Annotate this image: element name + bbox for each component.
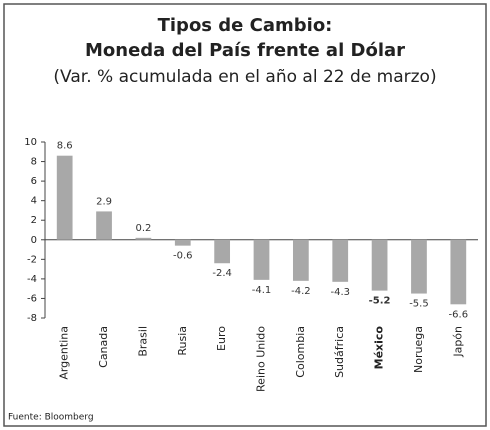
x-tick-label: Reino Unido [255, 326, 268, 392]
y-tick-label: 6 [31, 176, 37, 187]
x-tick-label: Euro [215, 326, 228, 351]
value-label: 8.6 [57, 141, 73, 152]
value-label: -4.3 [330, 287, 350, 298]
bar [332, 239, 349, 282]
x-tick-label: Argentina [58, 326, 71, 380]
y-tick-label: -2 [27, 254, 37, 265]
bar [135, 237, 152, 240]
y-tick-label: 2 [31, 215, 37, 226]
chart-note: (Var. % acumulada en el año al 22 de mar… [53, 67, 436, 87]
bar [450, 239, 467, 305]
y-tick-label: 8 [31, 157, 37, 168]
x-tick-label: Japón [451, 326, 464, 358]
y-tick-label: 10 [24, 137, 37, 148]
bar [371, 239, 388, 291]
value-label: -5.5 [409, 299, 429, 310]
value-label: -5.2 [369, 296, 391, 307]
y-tick-label: -8 [27, 313, 37, 324]
bar [292, 239, 309, 281]
bar [96, 211, 112, 240]
value-label: -4.2 [291, 286, 311, 297]
bar [253, 239, 270, 280]
value-label: -2.4 [212, 268, 232, 279]
bar [56, 155, 73, 240]
x-tick-label: Rusia [176, 326, 189, 356]
x-tick-label: Sudáfrica [333, 326, 346, 378]
source: Fuente: Bloomberg [8, 413, 94, 423]
value-label: 0.2 [135, 223, 151, 234]
value-label: -4.1 [252, 285, 272, 296]
chart-subtitle: Moneda del País frente al Dólar [85, 40, 405, 61]
bar [411, 239, 427, 294]
chart-title: Tipos de Cambio: [158, 15, 333, 36]
y-tick-label: 4 [31, 196, 37, 207]
x-tick-label: Brasil [136, 326, 149, 357]
x-tick-label: México [373, 326, 386, 370]
bar [174, 239, 191, 246]
value-label: -6.6 [449, 309, 469, 320]
frame [3, 3, 487, 427]
value-label: -0.6 [173, 251, 193, 262]
y-tick-label: 0 [31, 235, 37, 246]
x-tick-label: Colombia [294, 326, 307, 378]
y-tick-label: -4 [27, 274, 37, 285]
value-label: 2.9 [96, 196, 112, 207]
x-tick-label: Canada [97, 326, 110, 368]
bar [214, 239, 231, 264]
y-tick-label: -6 [27, 293, 37, 304]
x-tick-label: Noruega [412, 326, 425, 373]
